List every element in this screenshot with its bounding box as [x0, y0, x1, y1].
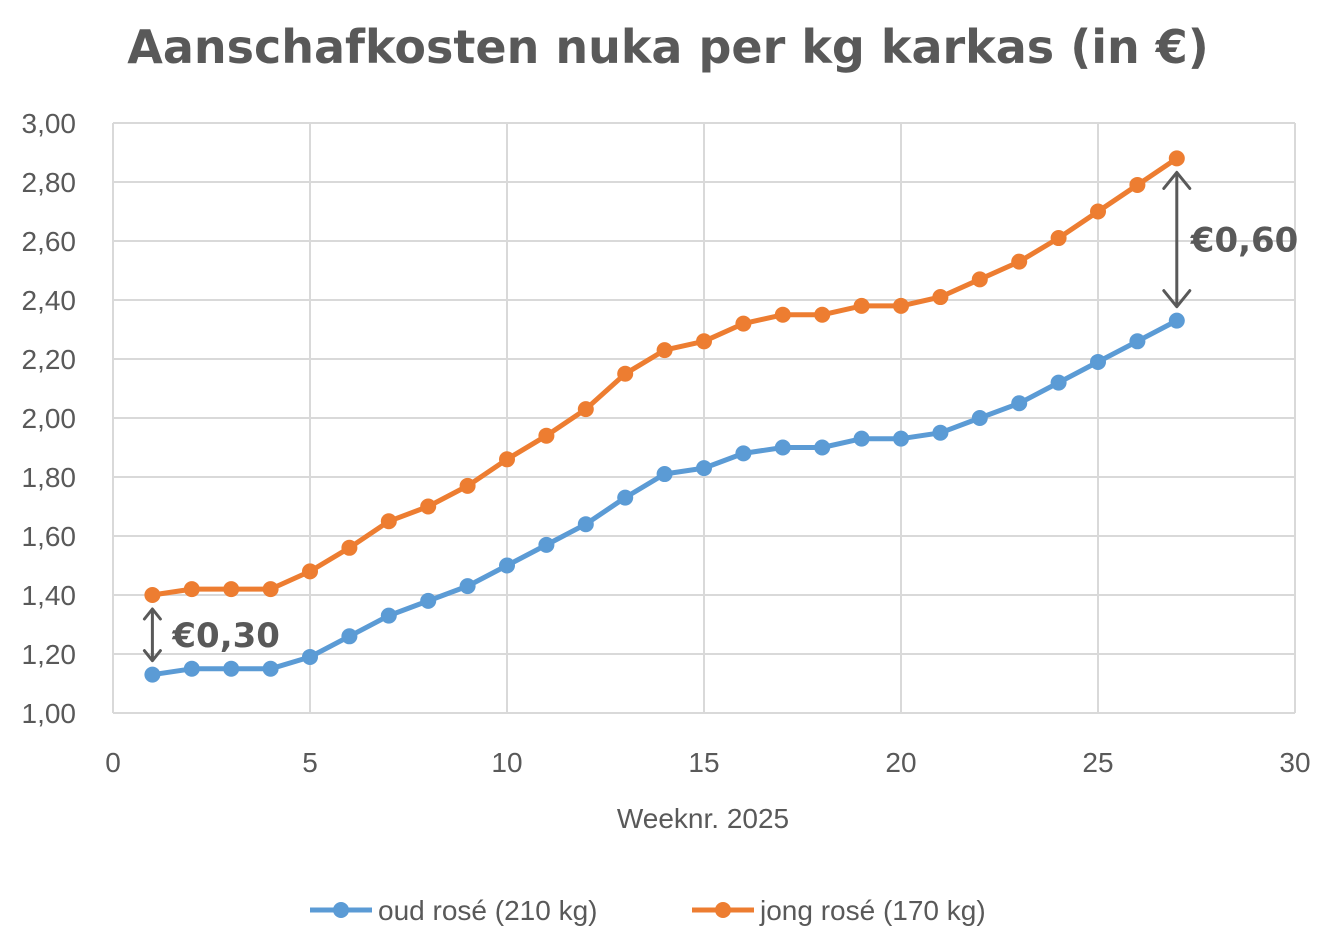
- y-tick-label: 1,00: [22, 698, 77, 729]
- x-tick-label: 30: [1279, 747, 1310, 778]
- data-point: [774, 439, 791, 456]
- data-point: [1011, 395, 1028, 412]
- x-tick-label: 20: [885, 747, 916, 778]
- series-1: [144, 150, 1185, 603]
- data-point: [223, 660, 240, 677]
- data-point: [380, 607, 397, 624]
- annotations: €0,30 €0,60: [142, 170, 1299, 663]
- series-layer: [144, 150, 1185, 683]
- chart-title: Aanschafkosten nuka per kg karkas (in €): [127, 20, 1209, 74]
- legend-label: oud rosé (210 kg): [378, 895, 597, 926]
- data-point: [735, 315, 752, 332]
- gridlines: [112, 122, 1296, 714]
- series-line: [149, 318, 1180, 678]
- data-point: [932, 424, 949, 441]
- data-point: [262, 581, 279, 598]
- y-tick-label: 2,60: [22, 226, 77, 257]
- y-tick-label: 3,00: [22, 108, 77, 139]
- data-point: [893, 430, 909, 447]
- x-tick-label: 10: [491, 747, 522, 778]
- annotation-arrowhead-top: [1162, 170, 1192, 190]
- data-point: [1129, 333, 1146, 350]
- data-point: [853, 297, 870, 314]
- data-point: [1090, 203, 1106, 220]
- data-point: [1050, 230, 1067, 247]
- data-point: [656, 342, 673, 359]
- legend: oud rosé (210 kg) jong rosé (170 kg): [310, 895, 986, 926]
- data-point: [893, 297, 909, 314]
- data-point: [420, 592, 437, 609]
- x-axis-tick-labels: 0 5 10 15 20 25 30: [105, 747, 1310, 778]
- y-tick-label: 1,20: [22, 639, 77, 670]
- data-point: [1090, 353, 1106, 370]
- data-point: [183, 581, 200, 598]
- legend-marker: [333, 902, 349, 918]
- data-point: [302, 563, 318, 580]
- data-point: [538, 427, 555, 444]
- data-point: [656, 466, 673, 483]
- y-tick-label: 1,60: [22, 521, 77, 552]
- data-point: [1129, 176, 1146, 193]
- data-point: [538, 536, 555, 553]
- data-point: [696, 333, 712, 350]
- data-point: [380, 513, 397, 530]
- data-point: [577, 401, 594, 418]
- annotation-label: €0,30: [171, 616, 280, 656]
- y-tick-label: 2,80: [22, 167, 77, 198]
- legend-marker: [715, 902, 731, 918]
- x-tick-label: 25: [1082, 747, 1113, 778]
- annotation-arrowhead-bottom: [142, 649, 162, 663]
- data-point: [262, 660, 279, 677]
- x-tick-label: 0: [105, 747, 121, 778]
- annotation-1: €0,60: [1162, 170, 1299, 309]
- data-point: [341, 628, 358, 645]
- x-tick-label: 5: [302, 747, 318, 778]
- data-point: [971, 410, 988, 426]
- data-point: [774, 306, 791, 323]
- annotation-0: €0,30: [142, 607, 280, 663]
- x-axis-title: Weeknr. 2025: [617, 803, 789, 834]
- data-point: [617, 365, 634, 382]
- data-point: [499, 557, 515, 574]
- series-line: [149, 155, 1180, 598]
- data-point: [971, 271, 988, 288]
- data-point: [735, 445, 752, 462]
- annotation-label: €0,60: [1190, 221, 1299, 261]
- data-point: [499, 451, 515, 468]
- data-point: [223, 581, 240, 598]
- data-point: [814, 439, 831, 456]
- data-point: [617, 489, 634, 506]
- legend-item-1: jong rosé (170 kg): [692, 895, 986, 926]
- data-point: [696, 460, 712, 477]
- data-point: [932, 289, 949, 306]
- data-point: [144, 666, 161, 683]
- legend-label: jong rosé (170 kg): [759, 895, 986, 926]
- y-axis-tick-labels: 1,00 1,20 1,40 1,60 1,80 2,00 2,20 2,40 2,60 2,80…: [22, 108, 77, 729]
- data-point: [1168, 150, 1185, 167]
- data-point: [1050, 374, 1067, 391]
- annotation-arrowhead-top: [142, 607, 162, 621]
- data-point: [341, 539, 358, 556]
- data-point: [183, 660, 200, 677]
- data-point: [577, 516, 594, 533]
- data-point: [144, 587, 161, 603]
- data-point: [1011, 253, 1028, 270]
- y-tick-label: 2,00: [22, 403, 77, 434]
- data-point: [302, 648, 318, 665]
- y-tick-label: 2,20: [22, 344, 77, 375]
- data-point: [1168, 312, 1185, 329]
- data-point: [459, 578, 476, 595]
- series-0: [144, 312, 1185, 683]
- data-point: [853, 430, 870, 447]
- x-tick-label: 15: [688, 747, 719, 778]
- data-point: [420, 498, 437, 515]
- y-tick-label: 1,40: [22, 580, 77, 611]
- y-tick-label: 1,80: [22, 462, 77, 493]
- legend-item-0: oud rosé (210 kg): [310, 895, 597, 926]
- y-tick-label: 2,40: [22, 285, 77, 316]
- annotation-arrowhead-bottom: [1162, 289, 1192, 309]
- data-point: [459, 477, 476, 494]
- data-point: [814, 306, 831, 323]
